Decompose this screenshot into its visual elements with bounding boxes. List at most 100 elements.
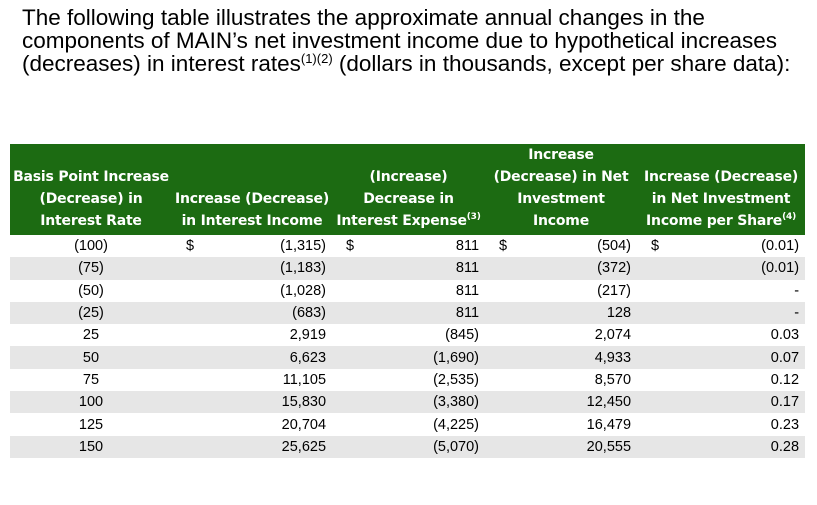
intro-text-after: (dollars in thousands, except per share … — [332, 51, 791, 76]
net-investment-income-cell: 16,479 — [586, 416, 632, 433]
interest-expense-cell: 811 — [455, 238, 480, 255]
table-row: 125 20,704 (4,225) 16,479 0.23 — [10, 413, 805, 435]
currency-symbol — [637, 413, 673, 435]
currency-symbol: $ — [651, 238, 660, 255]
currency-symbol — [637, 301, 674, 325]
currency-symbol — [485, 346, 522, 369]
interest-income-cell: (1,315) — [280, 238, 327, 255]
net-investment-income-cell: 128 — [521, 301, 638, 325]
interest-expense-cell: (5,070) — [368, 435, 486, 458]
per-share-cell: - — [673, 301, 806, 325]
currency-symbol: $ — [346, 238, 355, 255]
currency-symbol — [332, 413, 368, 435]
currency-symbol — [172, 301, 208, 325]
interest-income-cell: 2,919 — [289, 327, 327, 344]
net-investment-income-cell: 4,933 — [521, 346, 638, 369]
intro-text: The following table illustrates the appr… — [22, 5, 777, 76]
table-row: (75) (1,183) 811 (372) (0.01) — [10, 257, 806, 280]
interest-expense-cell: (3,380) — [368, 391, 486, 414]
intro-footnote-refs: (1)(2) — [300, 51, 333, 66]
currency-symbol — [172, 391, 208, 414]
currency-symbol — [332, 301, 369, 325]
basis-point-cell: 25 — [82, 327, 100, 344]
interest-expense-cell: (1,690) — [368, 346, 486, 369]
basis-point-cell: 75 — [82, 371, 100, 388]
header-per-share: Increase (Decrease) in Net Investment In… — [637, 144, 806, 235]
basis-point-cell: 100 — [10, 391, 172, 414]
currency-symbol: $ — [499, 238, 508, 255]
per-share-cell: 0.03 — [770, 327, 800, 344]
table-row: 25 2,919 (845) 2,074 0.03 — [10, 324, 805, 346]
interest-income-cell: (1,183) — [208, 257, 333, 280]
basis-point-cell: (75) — [10, 257, 172, 280]
currency-symbol — [172, 257, 208, 280]
interest-income-cell: 25,625 — [208, 435, 333, 458]
currency-symbol — [485, 435, 522, 458]
currency-symbol — [332, 346, 369, 369]
currency-symbol — [485, 280, 521, 302]
currency-symbol — [332, 280, 368, 302]
interest-expense-cell: 811 — [455, 282, 480, 299]
basis-point-cell: (25) — [10, 301, 172, 325]
net-investment-income-cell: 20,555 — [521, 435, 638, 458]
currency-symbol — [332, 257, 369, 280]
currency-symbol — [332, 391, 369, 414]
net-investment-income-cell: 12,450 — [521, 391, 638, 414]
currency-symbol — [172, 435, 208, 458]
interest-income-cell: 6,623 — [208, 346, 333, 369]
table-row: 50 6,623 (1,690) 4,933 0.07 — [10, 346, 806, 369]
net-investment-income-cell: 8,570 — [594, 371, 632, 388]
currency-symbol — [172, 346, 208, 369]
interest-expense-cell: (2,535) — [433, 371, 480, 388]
per-share-cell: 0.07 — [673, 346, 806, 369]
currency-symbol — [637, 346, 674, 369]
intro-paragraph: The following table illustrates the appr… — [22, 6, 802, 75]
interest-income-cell: 20,704 — [281, 416, 327, 433]
header-net-investment-income: Increase (Decrease) in Net Investment In… — [485, 144, 638, 235]
currency-symbol — [172, 324, 208, 346]
interest-expense-cell: (4,225) — [433, 416, 480, 433]
currency-symbol — [637, 391, 674, 414]
table-row: (25) (683) 811 128 - — [10, 301, 806, 325]
currency-symbol — [637, 369, 673, 391]
per-share-cell: (0.01) — [673, 257, 806, 280]
currency-symbol — [172, 413, 208, 435]
net-investment-income-cell: (372) — [521, 257, 638, 280]
currency-symbol — [485, 324, 521, 346]
table-row: (100) $ (1,315) $811 $ (504) $ (0.01) — [10, 235, 805, 257]
currency-symbol — [332, 324, 368, 346]
interest-income-cell: (683) — [208, 301, 333, 325]
interest-income-cell: (1,028) — [280, 282, 327, 299]
table-row: 100 15,830 (3,380) 12,450 0.17 — [10, 391, 806, 414]
header-basis-point: Basis Point Increase (Decrease) in Inter… — [10, 144, 172, 235]
currency-symbol — [485, 301, 522, 325]
currency-symbol — [485, 369, 521, 391]
currency-symbol — [637, 257, 674, 280]
currency-symbol — [485, 413, 521, 435]
per-share-cell: 0.17 — [673, 391, 806, 414]
basis-point-cell: 150 — [10, 435, 172, 458]
table-row: 150 25,625 (5,070) 20,555 0.28 — [10, 435, 806, 458]
header-per-share-note: (4) — [782, 212, 796, 222]
per-share-cell: - — [794, 282, 800, 299]
net-investment-income-cell: 2,074 — [594, 327, 632, 344]
currency-symbol: $ — [186, 238, 195, 255]
header-row: Basis Point Increase (Decrease) in Inter… — [10, 144, 806, 235]
net-investment-income-cell: (504) — [597, 238, 632, 255]
per-share-cell: 0.28 — [673, 435, 806, 458]
currency-symbol — [637, 324, 673, 346]
header-interest-expense-note: (3) — [466, 212, 481, 222]
interest-expense-cell: 811 — [368, 257, 486, 280]
currency-symbol — [637, 280, 673, 302]
basis-point-cell: 125 — [78, 416, 104, 433]
currency-symbol — [172, 280, 208, 302]
per-share-cell: 0.12 — [770, 371, 800, 388]
currency-symbol — [172, 369, 208, 391]
header-interest-expense: (Increase) Decrease in Interest Expense(… — [332, 144, 486, 235]
currency-symbol — [332, 369, 368, 391]
basis-point-cell: 50 — [10, 346, 172, 369]
interest-expense-cell: 811 — [368, 301, 486, 325]
interest-rate-sensitivity-table: Basis Point Increase (Decrease) in Inter… — [10, 144, 806, 458]
table-row: 75 11,105 (2,535) 8,570 0.12 — [10, 369, 805, 391]
interest-income-cell: 15,830 — [208, 391, 333, 414]
